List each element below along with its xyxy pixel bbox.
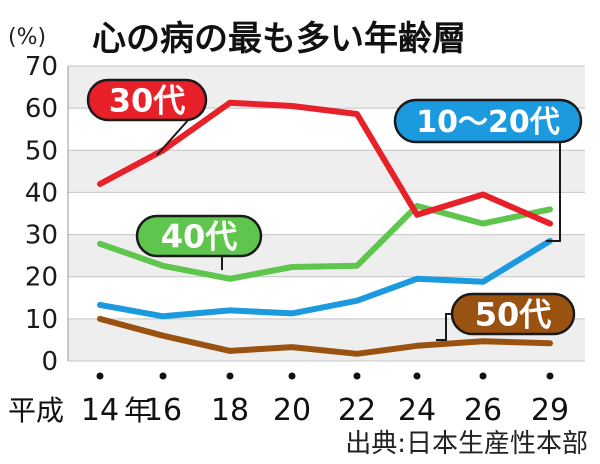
x-tick-dot <box>288 372 296 380</box>
series-line <box>97 237 553 320</box>
x-tick-dot <box>479 372 487 380</box>
series-line <box>97 202 553 282</box>
series-label-pill <box>86 78 208 122</box>
x-tick-label: 20 <box>273 393 311 428</box>
series-label-pill <box>135 214 263 258</box>
y-tick-label: 50 <box>25 136 58 166</box>
y-tick-label: 0 <box>41 347 58 377</box>
label-leader-line <box>546 142 561 242</box>
y-tick-label: 10 <box>25 305 58 335</box>
y-tick-label: 20 <box>25 263 58 293</box>
x-tick-dot <box>353 372 361 380</box>
x-tick-dot <box>546 372 554 380</box>
series-label: 40代 <box>161 218 238 256</box>
series-label-pill <box>393 98 583 144</box>
y-tick-label: 70 <box>25 52 58 82</box>
x-tick-label: 26 <box>464 393 502 428</box>
series-lines <box>97 99 553 357</box>
source-note: 出典:日本生産性本部 <box>345 429 588 459</box>
x-tick-label: 14 <box>81 393 119 428</box>
x-label-suffix: 年 <box>124 394 152 427</box>
y-axis: 0 10 20 30 40 50 60 70 <box>25 52 69 377</box>
x-tick-label: 18 <box>211 393 249 428</box>
label-leader-line <box>436 313 452 341</box>
x-tick-label: 22 <box>338 393 376 428</box>
series-line <box>97 315 553 357</box>
x-tick-label: 16 <box>144 393 182 428</box>
series-label: 50代 <box>475 296 552 334</box>
x-tick-dot <box>159 372 167 380</box>
series-label-pill <box>450 292 576 336</box>
y-tick-label: 30 <box>25 221 58 251</box>
x-tick-label: 29 <box>531 393 569 428</box>
series-label: 30代 <box>109 82 186 120</box>
x-tick-label: 24 <box>398 393 436 428</box>
x-tick-dot <box>96 372 104 380</box>
x-tick-dot <box>226 372 234 380</box>
chart-title: 心の病の最も多い年齢層 <box>92 19 466 59</box>
series-label: 10〜20代 <box>416 105 560 140</box>
y-axis-unit: (%) <box>8 25 46 50</box>
y-tick-label: 40 <box>25 178 58 208</box>
series-line <box>97 99 553 227</box>
y-tick-label: 60 <box>25 94 58 124</box>
label-leader-line <box>156 117 191 156</box>
series-labels: 30代 10〜20代 40代 50代 <box>86 78 583 341</box>
x-tick-dot <box>413 372 421 380</box>
x-label-prefix: 平成 <box>8 394 64 427</box>
x-axis: 14 16 18 20 22 24 26 29 平成 年 <box>8 372 569 428</box>
